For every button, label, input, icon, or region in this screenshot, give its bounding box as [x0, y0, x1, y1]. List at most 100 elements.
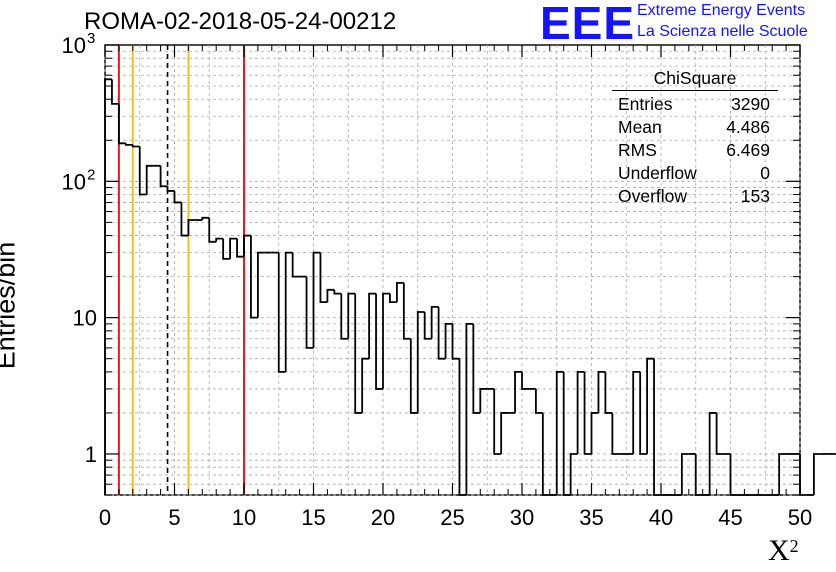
histogram-bin	[118, 103, 126, 145]
x-tick-label: 25	[440, 505, 464, 530]
stats-row: Underflow 0	[612, 162, 778, 185]
logo-tagline-2: La Scienza nelle Scuole	[637, 23, 808, 40]
x-tick-label: 15	[301, 505, 325, 530]
histogram-bin	[138, 146, 147, 196]
histogram-bin	[236, 238, 244, 258]
grid-layer	[104, 45, 801, 496]
histogram-bin	[124, 143, 133, 146]
histogram-bin	[479, 388, 488, 413]
histogram-bin	[368, 292, 377, 359]
stats-value: 153	[740, 186, 770, 206]
histogram-bin	[361, 357, 370, 413]
x-axis-label: X2	[768, 534, 799, 568]
stats-label: Underflow	[618, 163, 697, 183]
eee-logo: EEE	[540, 0, 636, 49]
y-axis-label-text: Entries/bin	[0, 241, 21, 370]
histogram-bin	[173, 190, 182, 204]
histogram-bin	[145, 164, 154, 195]
histogram-bin	[409, 338, 418, 414]
stats-label: RMS	[618, 140, 657, 160]
histogram-bin	[277, 252, 286, 373]
stats-box: ChiSquare Entries 3290 Mean 4.486 RMS 6.469…	[612, 68, 778, 208]
histogram-bin	[514, 370, 522, 413]
stats-value: 4.486	[726, 117, 770, 137]
histogram-bin	[354, 293, 363, 414]
x-tick-label: 10	[232, 505, 256, 530]
histogram-bin	[458, 358, 467, 496]
x-tick-label: 0	[99, 505, 111, 530]
stats-row: Entries 3290	[612, 93, 778, 116]
histogram-bin	[208, 217, 217, 243]
histogram-bin	[229, 237, 238, 259]
histogram-bin	[569, 453, 578, 495]
histogram-bin	[159, 165, 168, 188]
stats-label: Overflow	[618, 186, 688, 206]
histogram-bin	[243, 234, 251, 257]
histogram-bin	[604, 371, 613, 414]
histogram-bin	[416, 311, 425, 413]
histogram-bin	[291, 252, 300, 278]
histogram-bin	[597, 370, 606, 413]
chart-title: ROMA-02-2018-05-24-00212	[84, 8, 397, 35]
y-tick-label: 10	[62, 33, 86, 58]
histogram-bin	[104, 78, 112, 495]
histogram-bin	[319, 252, 328, 304]
histogram-bin	[646, 357, 655, 454]
stats-value: 3290	[731, 94, 770, 114]
histogram-bin	[326, 288, 335, 303]
histogram-bin	[778, 453, 787, 495]
histogram-bin	[347, 292, 356, 339]
histogram-bin	[423, 311, 432, 340]
histogram-bin	[590, 412, 599, 454]
y-tick-label: 10	[62, 169, 86, 194]
histogram-bin	[389, 293, 397, 304]
y-tick-exponent: 3	[87, 30, 95, 47]
logo-tagline-1: Extreme Energy Events	[637, 2, 806, 19]
x-tick-label: 30	[510, 505, 534, 530]
histogram-bin	[111, 79, 119, 105]
histogram-bin	[576, 370, 585, 454]
histogram-bin	[215, 237, 224, 242]
histogram-bin	[680, 453, 689, 495]
y-tick-label: 10	[73, 306, 97, 331]
histogram-bin	[396, 281, 404, 303]
x-tick-label: 5	[168, 505, 180, 530]
stats-value: 0	[760, 163, 770, 183]
x-axis-label-text: X	[768, 534, 790, 567]
histogram-bin	[444, 322, 453, 359]
histogram-bin	[465, 322, 474, 495]
stats-label: Mean	[618, 117, 662, 137]
x-tick-label: 45	[718, 505, 742, 530]
x-tick-label: 20	[371, 505, 395, 530]
y-tick-exponent: 2	[87, 166, 95, 183]
histogram-bin	[375, 293, 383, 390]
stats-row: Overflow 153	[612, 185, 778, 208]
histogram-bin	[222, 238, 231, 260]
histogram-bin	[535, 388, 543, 414]
histogram-bin	[715, 412, 724, 455]
x-tick-label: 40	[649, 505, 673, 530]
histogram-bin	[541, 412, 550, 496]
histogram-bin	[402, 282, 411, 340]
histogram-bin	[166, 186, 175, 192]
histogram-bin	[257, 251, 265, 318]
histogram-bin	[131, 144, 140, 148]
histogram-bin	[305, 276, 314, 349]
histogram-bin	[472, 323, 481, 414]
histogram-bin	[430, 305, 439, 339]
histogram-bin	[500, 412, 509, 454]
x-axis-label-superscript: 2	[789, 536, 799, 556]
x-tick-label: 35	[579, 505, 603, 530]
histogram-bin	[333, 289, 342, 295]
stats-row: Mean 4.486	[612, 116, 778, 139]
x-tick-label: 50	[788, 505, 812, 530]
histogram-bin	[201, 216, 210, 221]
histogram-bin	[250, 235, 258, 319]
stats-row: RMS 6.469	[612, 139, 778, 162]
histogram-bin	[312, 251, 321, 348]
histogram-bin	[632, 370, 641, 454]
histogram-bin	[521, 371, 529, 390]
histogram-bin	[799, 453, 807, 496]
histogram-bin	[555, 370, 564, 495]
histogram-bin	[493, 388, 502, 455]
